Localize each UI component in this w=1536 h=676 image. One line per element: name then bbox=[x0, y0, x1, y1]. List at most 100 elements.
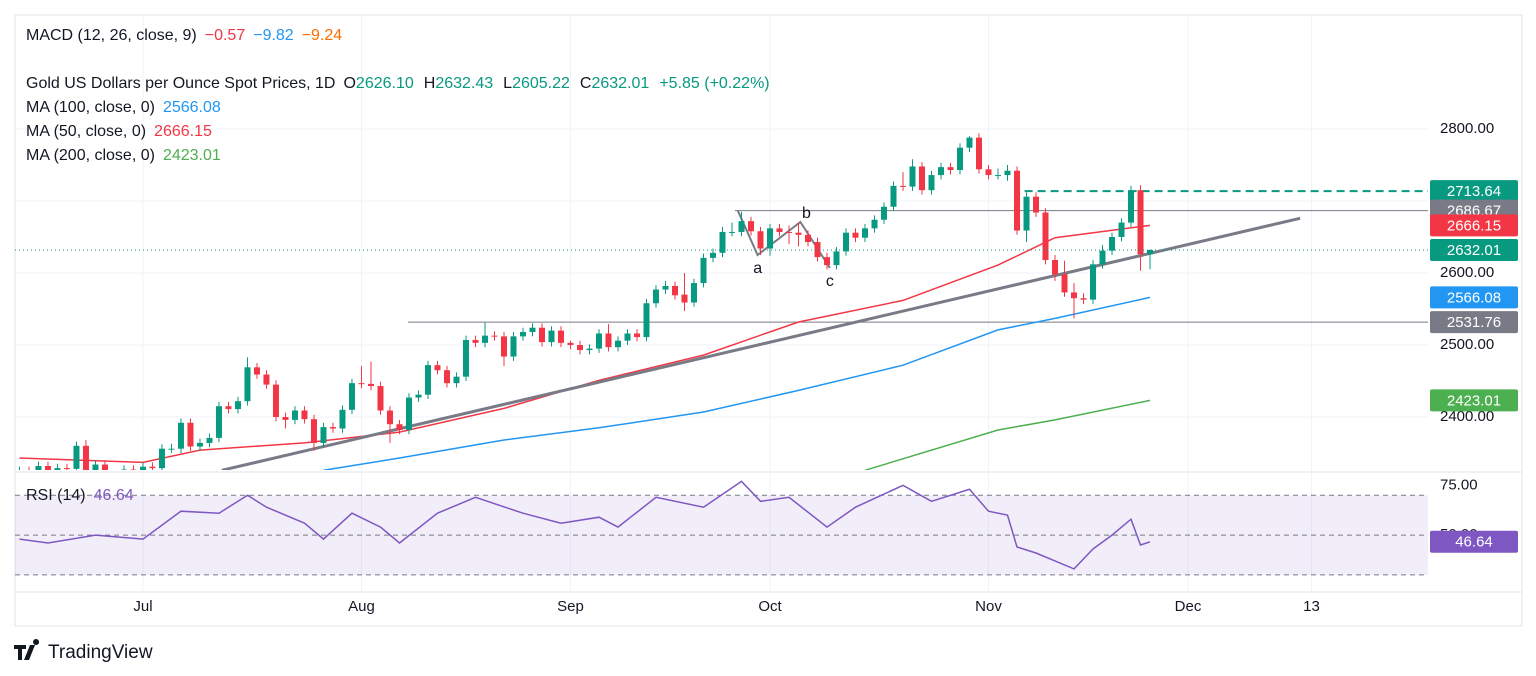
quote-label: H bbox=[424, 75, 436, 92]
candle-body bbox=[976, 137, 983, 170]
brand-logo bbox=[14, 639, 40, 660]
price-tag bbox=[1430, 311, 1518, 334]
candle-body bbox=[966, 137, 973, 148]
candle-body bbox=[614, 340, 621, 348]
price-pane bbox=[15, 133, 1428, 487]
candle-body bbox=[985, 169, 992, 176]
candle-body bbox=[1090, 264, 1097, 300]
frame bbox=[14, 14, 1523, 627]
quote-value: 2626.10 bbox=[356, 75, 414, 92]
candle-body bbox=[900, 185, 907, 187]
candle-body bbox=[786, 231, 793, 233]
candle-body bbox=[662, 285, 669, 290]
candle-body bbox=[187, 422, 194, 447]
candle-body bbox=[576, 344, 583, 351]
candle-body bbox=[1137, 190, 1144, 255]
candle-body bbox=[747, 221, 754, 232]
candle-body bbox=[690, 283, 697, 303]
candle-body bbox=[871, 219, 878, 229]
candle-body bbox=[700, 257, 707, 284]
candle-body bbox=[595, 333, 602, 349]
ma-value: 2666.15 bbox=[154, 123, 212, 140]
candle-body bbox=[329, 427, 336, 429]
ma-legend: MA (100, close, 0) 2566.08 bbox=[26, 99, 221, 116]
candle-body bbox=[862, 228, 869, 238]
candle-body bbox=[206, 437, 213, 443]
candle-body bbox=[510, 336, 517, 357]
candle-body bbox=[814, 242, 821, 258]
ma-value: 2423.01 bbox=[163, 147, 221, 164]
ma-name: MA (100, close, 0) bbox=[26, 99, 155, 116]
candle-body bbox=[472, 339, 479, 343]
candle-body bbox=[234, 401, 241, 410]
y-tick-label: 2500.00 bbox=[1440, 336, 1494, 353]
trendline bbox=[221, 216, 1301, 470]
candle-body bbox=[947, 167, 954, 171]
pattern-label: a bbox=[753, 260, 762, 277]
candle-body bbox=[652, 289, 659, 304]
candle-body bbox=[500, 336, 507, 357]
candle-body bbox=[291, 410, 298, 420]
ma-value: 2566.08 bbox=[163, 99, 221, 116]
candle-body bbox=[833, 251, 840, 266]
candle-body bbox=[1042, 212, 1049, 261]
candle-body bbox=[320, 427, 327, 443]
x-tick-label: Jul bbox=[133, 598, 152, 615]
candle-body bbox=[405, 397, 412, 430]
candle-body bbox=[26, 471, 32, 487]
macd-value: −9.24 bbox=[302, 27, 343, 44]
candle-body bbox=[681, 294, 688, 303]
candle-body bbox=[443, 370, 450, 384]
quote-label: C bbox=[580, 75, 592, 92]
candle-body bbox=[301, 410, 308, 420]
candle-body bbox=[348, 383, 355, 410]
chart-title: Gold US Dollars per Ounce Spot Prices, 1… bbox=[26, 75, 335, 92]
price-tag bbox=[1430, 180, 1518, 203]
candle-body bbox=[1128, 190, 1135, 223]
quote-label: L bbox=[503, 75, 512, 92]
candle-body bbox=[491, 335, 498, 337]
candle-body bbox=[709, 252, 716, 258]
rsi-legend: RSI (14) 46.64 bbox=[26, 487, 134, 504]
candle-body bbox=[529, 327, 536, 333]
candle-body bbox=[481, 335, 488, 343]
candle-body bbox=[35, 465, 42, 470]
candle-body bbox=[928, 175, 935, 191]
x-tick-label: Nov bbox=[975, 598, 1002, 615]
candle-body bbox=[263, 374, 270, 385]
candle-body bbox=[367, 383, 374, 387]
candle-body bbox=[130, 469, 137, 470]
candle-body bbox=[881, 206, 888, 220]
title-row: Gold US Dollars per Ounce Spot Prices, 1… bbox=[26, 75, 770, 92]
macd-legend: MACD (12, 26, close, 9) −0.57 −9.82 −9.24 bbox=[26, 27, 342, 44]
price-tag bbox=[1430, 389, 1518, 412]
candle-body bbox=[728, 231, 735, 233]
candle-body bbox=[519, 332, 526, 337]
candle-body bbox=[586, 348, 593, 351]
candle-body bbox=[424, 365, 431, 395]
candle-body bbox=[358, 383, 365, 385]
candle-body bbox=[757, 231, 764, 249]
candle-body bbox=[795, 232, 802, 235]
candle-body bbox=[805, 234, 812, 243]
candle-body bbox=[101, 464, 108, 470]
macd-name: MACD (12, 26, close, 9) bbox=[26, 27, 197, 44]
candle-body bbox=[1071, 292, 1078, 299]
price-tag-label: 46.64 bbox=[1455, 534, 1493, 551]
price-tag bbox=[1430, 214, 1518, 237]
ma-legend: MA (50, close, 0) 2666.15 bbox=[26, 123, 212, 140]
candle-body bbox=[73, 445, 80, 469]
price-tag-label: 2666.15 bbox=[1447, 217, 1501, 234]
ma-legend: MA (200, close, 0) 2423.01 bbox=[26, 147, 221, 164]
rsi-tick-label: 75.00 bbox=[1440, 476, 1478, 493]
ma-line bbox=[323, 296, 1151, 470]
candle-body bbox=[1014, 170, 1021, 231]
candle-body bbox=[453, 376, 460, 384]
candle-body bbox=[1023, 196, 1030, 231]
candle-body bbox=[633, 333, 640, 338]
rsi-pane bbox=[15, 480, 1428, 576]
candle-body bbox=[272, 384, 279, 418]
y-tick-label: 2800.00 bbox=[1440, 120, 1494, 137]
ma-name: MA (50, close, 0) bbox=[26, 123, 146, 140]
